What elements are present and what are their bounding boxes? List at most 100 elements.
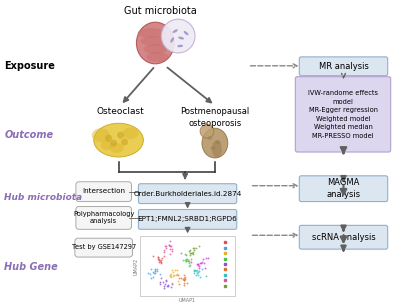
Ellipse shape [202, 128, 228, 158]
Point [184, 281, 190, 286]
Point [180, 282, 187, 287]
Point [183, 257, 190, 262]
Point [178, 276, 184, 281]
Point [169, 248, 175, 253]
Point [163, 279, 170, 284]
Circle shape [110, 140, 117, 147]
Point [196, 274, 203, 279]
Point [174, 271, 180, 276]
Point [161, 250, 168, 255]
Point [181, 275, 188, 280]
Point [157, 280, 164, 285]
Point [186, 259, 192, 264]
Point [193, 269, 199, 274]
Point [155, 256, 161, 261]
Point [168, 271, 174, 276]
Point [196, 265, 203, 270]
Ellipse shape [177, 45, 183, 47]
Point [189, 251, 196, 256]
Point [182, 276, 188, 281]
Point [167, 244, 174, 249]
Point [155, 259, 162, 264]
Point [205, 255, 212, 260]
FancyBboxPatch shape [295, 77, 391, 152]
Point [157, 258, 163, 263]
Point [183, 259, 189, 264]
Circle shape [105, 135, 112, 142]
Ellipse shape [136, 22, 174, 64]
Ellipse shape [110, 143, 124, 153]
Point [158, 275, 164, 280]
Point [145, 271, 152, 276]
Point [187, 253, 193, 257]
Point [163, 244, 169, 249]
Point [154, 254, 161, 259]
Point [168, 274, 174, 279]
Point [191, 270, 197, 275]
Point [151, 271, 158, 276]
Point [161, 247, 168, 252]
Point [196, 269, 202, 274]
Point [180, 278, 187, 282]
Point [194, 262, 201, 267]
Point [197, 260, 203, 265]
Text: Hub Gene: Hub Gene [4, 262, 58, 272]
Text: IVW-randome effects
model
MR-Egger regression
Weighted model
Weighted median
MR-: IVW-randome effects model MR-Egger regre… [308, 90, 378, 139]
Point [188, 256, 194, 261]
Point [191, 247, 198, 252]
Bar [140, 236, 235, 296]
Point [157, 272, 164, 277]
Point [186, 249, 192, 254]
FancyBboxPatch shape [138, 184, 237, 204]
Point [191, 268, 198, 273]
Point [167, 272, 173, 277]
Point [196, 264, 202, 269]
Ellipse shape [210, 146, 215, 150]
Point [169, 268, 176, 273]
Point [180, 258, 186, 263]
Text: MR analysis: MR analysis [318, 62, 368, 71]
Point [187, 251, 194, 256]
Text: MAGMA
analysis: MAGMA analysis [326, 178, 360, 199]
Point [150, 270, 157, 275]
Ellipse shape [122, 127, 138, 139]
Point [201, 261, 207, 265]
Ellipse shape [101, 140, 113, 150]
Point [152, 266, 158, 271]
Point [183, 258, 189, 263]
Point [154, 268, 160, 273]
Point [185, 264, 192, 269]
Point [155, 257, 162, 262]
Point [181, 277, 187, 282]
Point [168, 284, 174, 289]
Point [158, 260, 164, 265]
Point [169, 281, 175, 286]
Point [176, 282, 182, 286]
FancyBboxPatch shape [299, 225, 388, 249]
Point [188, 251, 194, 256]
Point [148, 266, 154, 271]
Point [191, 246, 198, 251]
Point [180, 272, 187, 277]
Text: UMAP1: UMAP1 [179, 298, 196, 303]
Point [169, 246, 175, 251]
Point [160, 280, 166, 285]
Point [167, 247, 173, 252]
Point [164, 284, 171, 289]
FancyBboxPatch shape [299, 57, 388, 76]
Text: Postmenopausal
osteoporosis: Postmenopausal osteoporosis [180, 107, 250, 128]
Point [194, 268, 200, 273]
Point [182, 252, 188, 257]
Point [194, 271, 200, 276]
Point [189, 250, 196, 255]
Text: Exposure: Exposure [4, 61, 55, 71]
Ellipse shape [212, 140, 222, 158]
Point [150, 270, 156, 275]
Point [158, 259, 164, 264]
Point [156, 281, 163, 286]
Circle shape [161, 19, 195, 53]
Point [162, 244, 168, 249]
Point [185, 258, 192, 263]
Point [148, 275, 154, 280]
Point [195, 262, 202, 267]
